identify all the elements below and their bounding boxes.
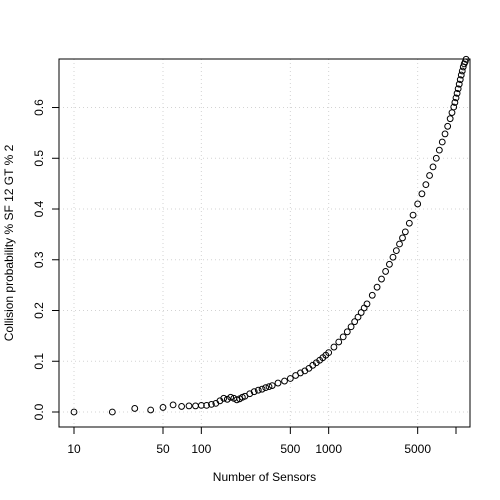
data-point: [396, 240, 403, 248]
data-point: [455, 80, 463, 88]
data-point: [446, 115, 454, 123]
data-point: [265, 383, 273, 391]
data-point: [192, 402, 199, 410]
data-point: [258, 385, 266, 393]
data-point: [392, 247, 400, 255]
data-point: [389, 253, 397, 261]
data-point: [330, 343, 338, 351]
data-point: [250, 388, 258, 396]
plot-frame: [58, 58, 471, 428]
data-point: [197, 402, 205, 409]
x-axis: 10 50 100 500 1000 5000: [67, 426, 457, 456]
x-tick-label: 5000: [404, 442, 431, 456]
grid: [59, 59, 470, 427]
data-point: [159, 404, 167, 411]
x-tick-label: 50: [156, 442, 170, 456]
x-tick-label: 1000: [315, 442, 342, 456]
data-point: [409, 211, 417, 219]
data-point: [203, 402, 211, 409]
data-point: [435, 146, 443, 154]
x-axis-title: Number of Sensors: [213, 470, 316, 484]
data-point: [456, 76, 464, 84]
data-point: [452, 94, 460, 102]
data-point: [108, 408, 116, 416]
y-tick-label: 0.5: [32, 150, 46, 167]
data-point: [438, 138, 446, 146]
data-point: [363, 300, 371, 308]
y-tick-label: 0.1: [32, 353, 46, 370]
y-tick-label: 0.3: [32, 251, 46, 268]
data-point: [422, 181, 430, 189]
data-point: [227, 393, 235, 401]
data-point: [254, 386, 262, 394]
data-point: [426, 172, 433, 179]
data-point: [268, 382, 276, 390]
y-axis-title: Collision probability % SF 12 GT % 2: [2, 144, 16, 341]
data-point: [453, 89, 461, 97]
data-point: [339, 333, 347, 341]
data-point: [444, 122, 452, 130]
data-point: [354, 313, 362, 321]
data-point: [399, 234, 406, 242]
data-point: [401, 228, 409, 236]
y-tick-label: 0.0: [32, 403, 46, 420]
y-tick-label: 0.2: [32, 302, 46, 319]
x-tick-label: 500: [280, 442, 300, 456]
data-point: [450, 103, 458, 111]
y-tick-label: 0.6: [32, 99, 46, 116]
data-point: [432, 154, 440, 162]
data-point: [178, 403, 186, 410]
data-point: [281, 377, 288, 385]
data-point: [457, 71, 465, 79]
data-point: [335, 338, 343, 346]
data-point: [233, 396, 241, 404]
y-axis: 0.0 0.1 0.2 0.3 0.4 0.5 0.6: [32, 99, 60, 420]
data-point: [441, 130, 449, 138]
data-point: [418, 190, 426, 198]
data-point: [373, 283, 381, 291]
data-point: [382, 268, 390, 275]
data-point: [357, 309, 365, 316]
x-tick-label: 10: [67, 442, 81, 456]
data-points: [70, 55, 470, 416]
data-point: [454, 85, 462, 93]
data-point: [223, 395, 231, 403]
data-point: [405, 219, 413, 227]
data-point: [147, 406, 155, 414]
data-point: [185, 402, 193, 410]
data-point: [286, 375, 294, 382]
data-point: [208, 400, 215, 408]
data-point: [414, 200, 422, 208]
data-point: [368, 291, 376, 299]
data-point: [70, 408, 78, 416]
data-point: [378, 275, 385, 283]
data-point: [451, 99, 459, 106]
data-point: [131, 405, 139, 412]
data-point: [351, 318, 359, 326]
data-point: [220, 394, 228, 402]
data-point: [274, 379, 282, 387]
data-point: [325, 349, 333, 357]
data-point: [169, 401, 177, 409]
data-point: [360, 304, 368, 312]
data-point: [448, 109, 456, 116]
data-point: [347, 323, 355, 331]
data-point: [386, 260, 393, 268]
x-tick-label: 100: [191, 442, 211, 456]
data-point: [458, 67, 466, 75]
y-tick-label: 0.4: [32, 200, 46, 217]
data-point: [429, 163, 437, 171]
data-point: [343, 328, 351, 336]
data-point: [262, 384, 270, 392]
